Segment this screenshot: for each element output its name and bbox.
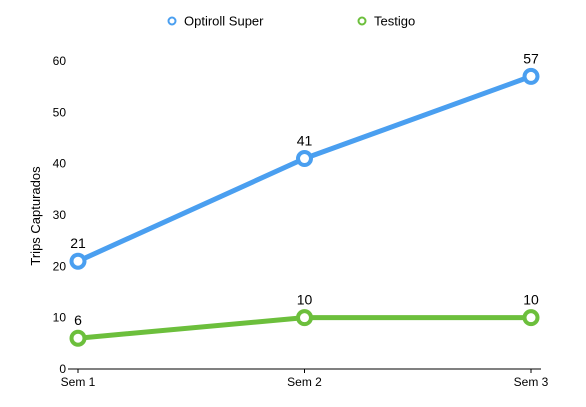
data-label: 10 — [523, 292, 539, 308]
series-0 — [69, 67, 540, 270]
data-label: 21 — [70, 235, 86, 251]
data-point — [522, 309, 540, 327]
legend-item: Testigo — [357, 14, 415, 29]
series-group — [69, 67, 540, 347]
data-labels-group: 21 41 57 6 10 10 — [70, 50, 539, 328]
y-tick-label: 10 — [53, 311, 67, 325]
legend-marker-icon — [167, 16, 177, 26]
series-line — [75, 73, 534, 264]
y-tick-label: 50 — [53, 105, 67, 119]
data-label: 6 — [74, 312, 82, 328]
data-label: 41 — [297, 133, 313, 149]
data-label: 57 — [523, 50, 539, 66]
series-1 — [69, 309, 540, 347]
legend-label: Optiroll Super — [184, 14, 264, 29]
x-tick-label: Sem 3 — [514, 375, 549, 389]
y-tick-label: 30 — [53, 208, 67, 222]
legend: Optiroll Super Testigo — [167, 14, 415, 29]
legend-marker-icon — [357, 16, 367, 26]
y-axis-label: Trips Capturados — [28, 166, 43, 266]
y-tick-label: 60 — [53, 54, 67, 68]
y-tick-label: 0 — [59, 362, 66, 376]
data-point — [69, 252, 87, 270]
x-tick-label: Sem 2 — [287, 375, 322, 389]
y-tick-label: 20 — [53, 259, 67, 273]
axes: 0 10 20 30 40 50 60 Sem 1 Sem 2 Sem 3 — [53, 54, 549, 389]
x-tick-label: Sem 1 — [61, 375, 96, 389]
data-point — [296, 150, 313, 168]
data-label: 10 — [297, 292, 313, 308]
data-point — [296, 309, 313, 327]
legend-label: Testigo — [374, 14, 415, 29]
y-tick-label: 40 — [53, 157, 67, 171]
data-point — [69, 329, 87, 347]
data-point — [522, 67, 540, 85]
legend-item: Optiroll Super — [167, 14, 264, 29]
